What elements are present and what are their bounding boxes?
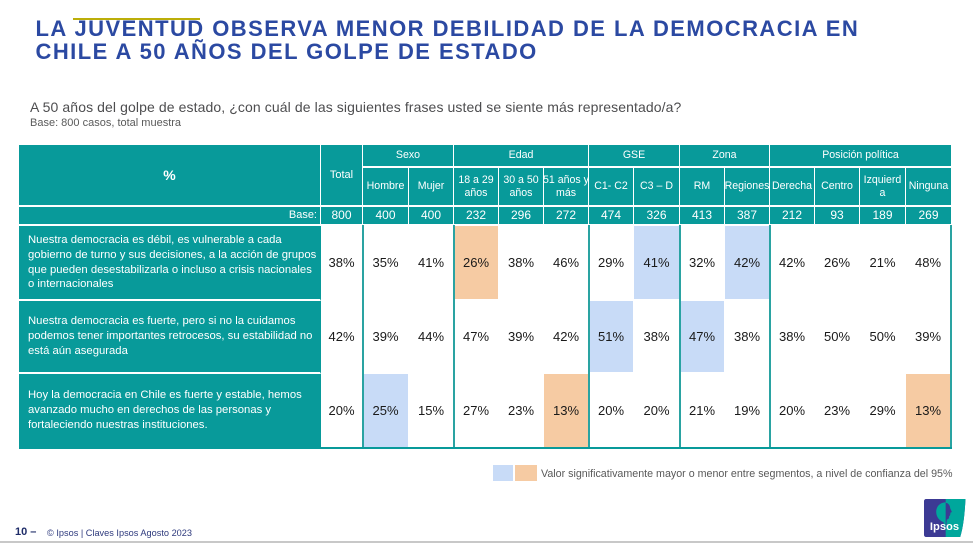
svg-text:Ipsos: Ipsos <box>930 521 959 533</box>
